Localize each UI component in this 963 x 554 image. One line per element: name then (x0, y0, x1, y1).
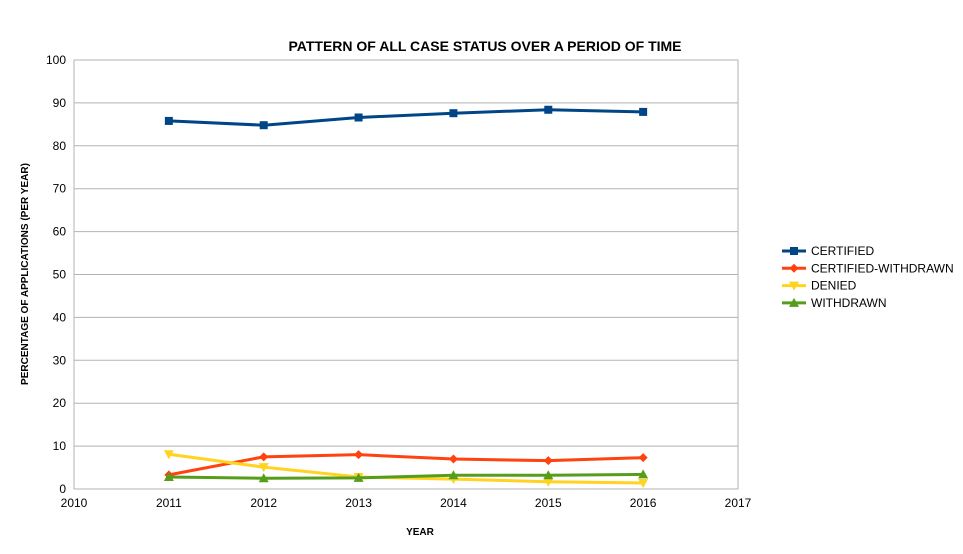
legend-entry: CERTIFIED (782, 244, 874, 258)
x-tick-label: 2011 (156, 496, 182, 510)
data-point (354, 113, 363, 122)
series-line (167, 453, 645, 477)
series-line (167, 452, 645, 485)
x-tick-label: 2010 (61, 496, 88, 510)
y-tick-label: 60 (53, 225, 67, 239)
data-point (639, 107, 648, 116)
legend-label: WITHDRAWN (811, 296, 887, 310)
legend-entry: WITHDRAWN (782, 296, 887, 310)
legend-marker (789, 263, 799, 273)
chart-title: PATTERN OF ALL CASE STATUS OVER A PERIOD… (288, 38, 681, 54)
data-point (638, 478, 649, 488)
legend-marker (789, 281, 799, 291)
legend-label: DENIED (811, 279, 857, 293)
y-tick-label: 10 (53, 439, 67, 453)
series-line (167, 108, 645, 127)
series-certified (164, 105, 648, 130)
x-tick-label: 2013 (345, 496, 372, 510)
plot-series (163, 105, 649, 488)
x-tick-label: 2016 (630, 496, 657, 510)
y-tick-label: 90 (53, 96, 67, 110)
data-point (543, 477, 554, 487)
data-point (448, 470, 459, 480)
legend-label: CERTIFIED (811, 244, 874, 258)
y-tick-label: 20 (53, 396, 67, 410)
data-point (449, 109, 458, 118)
y-axis-title: PERCENTAGE OF APPLICATIONS (PER YEAR) (20, 163, 31, 385)
legend-label: CERTIFIED-WITHDRAWN (811, 261, 954, 275)
data-point (543, 456, 553, 466)
data-point (163, 471, 174, 481)
data-point (638, 453, 648, 463)
legend-marker (789, 297, 799, 307)
data-point (164, 116, 173, 125)
data-point (638, 469, 649, 479)
data-point (259, 121, 268, 130)
data-point (544, 105, 553, 114)
legend: CERTIFIED CERTIFIED-WITHDRAWN DENIED WITHDR… (782, 244, 954, 310)
legend-marker (790, 247, 798, 255)
data-point (543, 470, 554, 480)
x-tick-label: 2017 (725, 496, 752, 510)
y-tick-label: 0 (59, 482, 66, 496)
data-point (353, 472, 364, 482)
plot-frame (73, 59, 739, 490)
grid (73, 59, 739, 490)
y-tick-label: 40 (53, 310, 67, 324)
series-withdrawn (163, 469, 649, 483)
y-tick-label: 70 (53, 182, 67, 196)
x-tick-label: 2012 (250, 496, 277, 510)
x-tick-label: 2014 (440, 496, 467, 510)
y-axis-ticks: 0 10 20 30 40 50 60 70 80 90 100 (46, 53, 66, 496)
y-tick-label: 50 (53, 268, 67, 282)
data-point (163, 450, 174, 460)
y-tick-label: 80 (53, 139, 67, 153)
data-point (354, 450, 364, 460)
x-tick-label: 2015 (535, 496, 562, 510)
legend-entry: CERTIFIED-WITHDRAWN (782, 261, 954, 275)
x-axis-title: YEAR (406, 527, 435, 538)
series-line (167, 472, 645, 480)
data-point (258, 463, 269, 473)
data-point (259, 452, 269, 462)
data-point (448, 454, 458, 464)
y-tick-label: 30 (53, 353, 67, 367)
data-point (258, 473, 269, 483)
legend-entry: DENIED (782, 279, 857, 293)
x-axis-ticks: 2010 2011 2012 2013 2014 2015 2016 2017 (61, 496, 752, 510)
y-tick-label: 100 (46, 53, 66, 67)
